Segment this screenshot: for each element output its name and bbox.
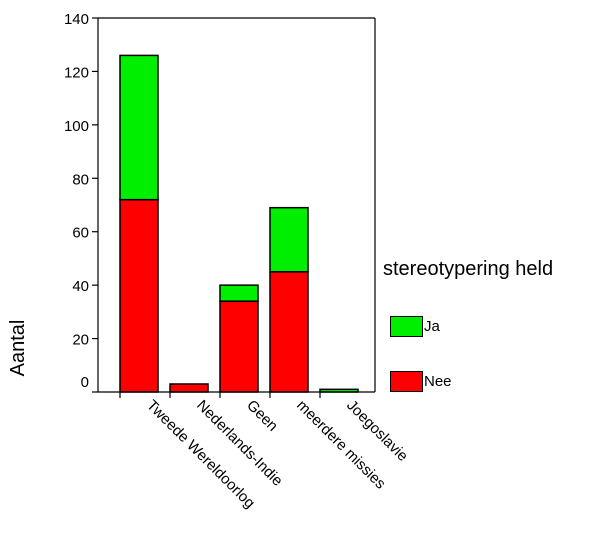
x-tick-label: Geen xyxy=(243,397,281,435)
bar-ja-2 xyxy=(219,284,259,302)
axes-group xyxy=(97,17,376,393)
y-tick-label: 40 xyxy=(72,278,89,295)
bars-group xyxy=(119,54,359,393)
y-tick-label: 20 xyxy=(72,332,89,349)
legend-label-ja: Ja xyxy=(424,317,440,335)
bar-nee-2 xyxy=(219,300,259,393)
y-tick-label: 0 xyxy=(81,374,89,391)
bar-nee-3 xyxy=(269,271,309,393)
legend-title: stereotypering held xyxy=(383,258,554,280)
y-axis-label: Aantal xyxy=(7,320,29,377)
legend-item-nee: Nee xyxy=(390,370,452,392)
legend-label-nee: Nee xyxy=(424,372,452,390)
x-tick-label: meerdere missies xyxy=(293,397,389,493)
bar-ja-3 xyxy=(269,206,309,273)
y-tick-label: 60 xyxy=(72,225,89,242)
bar-nee-0 xyxy=(119,198,159,393)
legend-swatch-nee xyxy=(390,370,423,392)
x-tick-label: Nederlands-Indie xyxy=(193,397,286,490)
y-tick-label: 120 xyxy=(64,64,89,81)
y-tick-label: 100 xyxy=(64,118,89,135)
y-ticks-group: 0 20 40 60 80 100 120 140 xyxy=(64,11,98,393)
legend-swatch-ja xyxy=(390,315,423,337)
legend-item-ja: Ja xyxy=(390,315,440,337)
bar-nee-1 xyxy=(169,383,209,393)
y-tick-label: 80 xyxy=(72,171,89,188)
y-tick-label: 140 xyxy=(64,11,89,28)
bar-ja-0 xyxy=(119,54,159,201)
